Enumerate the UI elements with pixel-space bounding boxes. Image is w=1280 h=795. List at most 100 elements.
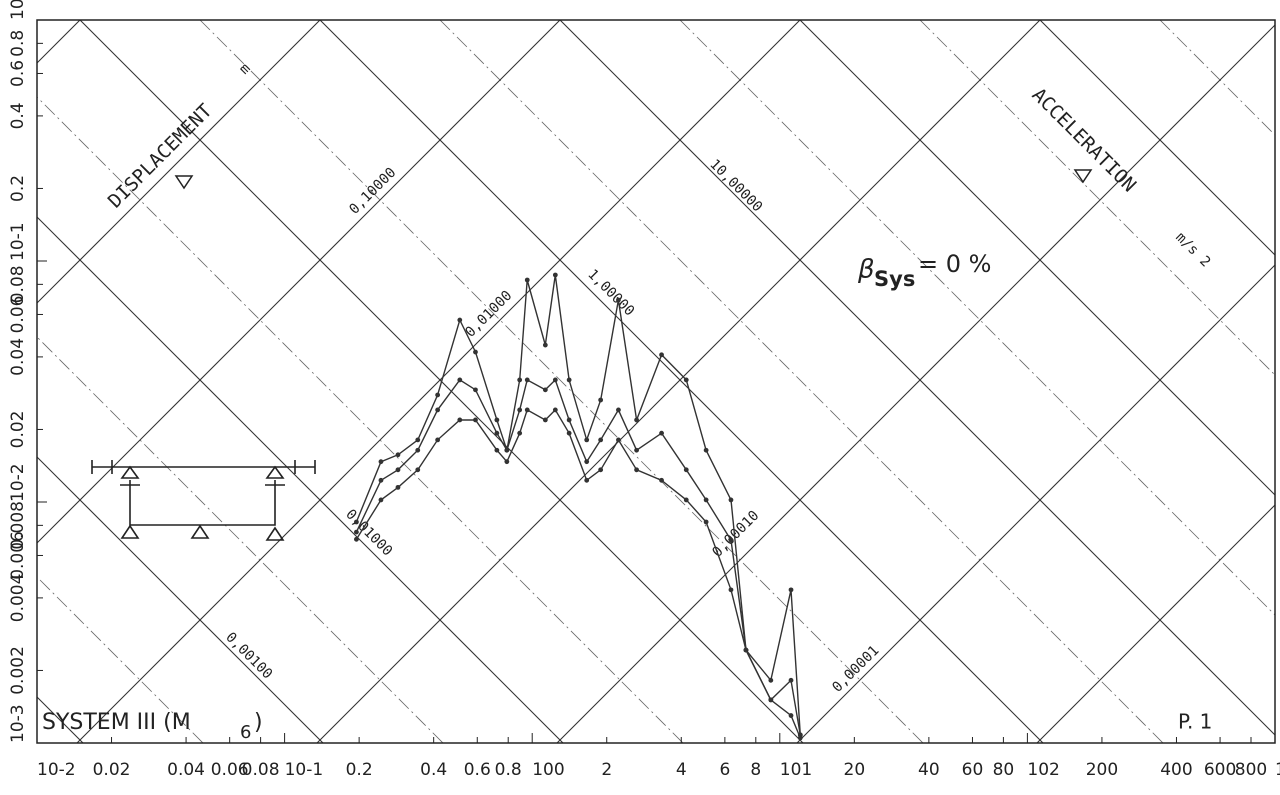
axis-annotation: DISPLACEMENT bbox=[104, 100, 217, 213]
diagonal-line bbox=[679, 20, 1275, 616]
y-tick-label: 10-2 bbox=[8, 463, 28, 502]
data-point bbox=[584, 437, 590, 443]
x-tick-label: 0.08 bbox=[242, 760, 280, 780]
data-point bbox=[378, 477, 384, 483]
diagonal-line bbox=[199, 20, 924, 743]
data-point bbox=[395, 452, 401, 458]
data-point bbox=[457, 417, 463, 423]
y-tick-label: 0.6 bbox=[8, 60, 28, 87]
system-label: SYSTEM III (M bbox=[42, 710, 191, 735]
y-tick-label: 0.8 bbox=[8, 30, 28, 57]
diagonal-line bbox=[316, 20, 1041, 743]
x-tick-label: 8 bbox=[750, 760, 761, 780]
data-point bbox=[788, 677, 794, 683]
x-tick-label: 0.04 bbox=[167, 760, 205, 780]
diagonal-label: 0,00001 bbox=[829, 643, 882, 696]
data-point bbox=[473, 387, 478, 393]
y-tick-label: 0.002 bbox=[8, 646, 28, 695]
x-tick-label: 10-2 bbox=[37, 760, 76, 780]
data-point bbox=[494, 430, 500, 436]
diagonal-line bbox=[439, 20, 1164, 743]
x-tick-label: 2 bbox=[601, 760, 612, 780]
diagonal-line bbox=[37, 576, 204, 743]
data-point bbox=[542, 417, 548, 423]
page-label: P. 1 bbox=[1178, 710, 1212, 734]
data-point bbox=[659, 352, 664, 358]
data-point bbox=[517, 377, 523, 383]
data-point bbox=[435, 437, 441, 443]
diagonal-line bbox=[37, 96, 684, 743]
data-point bbox=[415, 437, 421, 443]
structure-sketch bbox=[91, 460, 316, 541]
data-point bbox=[473, 417, 478, 423]
data-point bbox=[566, 417, 572, 423]
x-tick-label: 400 bbox=[1160, 760, 1192, 780]
data-point bbox=[566, 377, 572, 383]
data-point bbox=[728, 587, 734, 593]
data-point bbox=[542, 387, 548, 393]
x-tick-label: 102 bbox=[1027, 760, 1059, 780]
data-point bbox=[683, 377, 689, 383]
data-point bbox=[703, 519, 709, 525]
data-point bbox=[473, 349, 478, 355]
data-point bbox=[354, 536, 359, 542]
diagonal-label: 0,10000 bbox=[346, 165, 399, 218]
data-point bbox=[517, 430, 523, 436]
diagonal-line bbox=[37, 216, 564, 743]
data-point bbox=[354, 519, 359, 525]
data-point bbox=[524, 377, 530, 383]
x-tick-label: 101 bbox=[780, 760, 812, 780]
y-tick-label: 0.008 bbox=[8, 501, 28, 550]
data-point bbox=[728, 537, 734, 543]
x-tick-label: 100 bbox=[532, 760, 564, 780]
diagonal-line bbox=[1036, 504, 1275, 743]
diagonal-line bbox=[556, 24, 1275, 743]
y-tick-label: 10-1 bbox=[8, 222, 28, 261]
data-point bbox=[703, 497, 709, 503]
system-subscript: 6 bbox=[240, 722, 251, 743]
x-tick-label: 60 bbox=[962, 760, 984, 780]
data-point bbox=[457, 317, 463, 323]
data-point bbox=[703, 447, 709, 453]
data-point bbox=[494, 447, 500, 453]
data-point bbox=[659, 430, 664, 436]
y-tick-label: 0.006 bbox=[8, 531, 28, 580]
data-point bbox=[524, 277, 530, 283]
beta-value: = 0 % bbox=[918, 250, 991, 278]
data-point bbox=[634, 417, 639, 423]
data-point bbox=[378, 497, 384, 503]
x-tick-label: 40 bbox=[918, 760, 940, 780]
x-tick-label: 0.4 bbox=[420, 760, 447, 780]
diagonal-label: 0,00100 bbox=[222, 629, 275, 682]
y-tick-label: 0.06 bbox=[8, 296, 28, 334]
y-tick-label: 0.02 bbox=[8, 411, 28, 449]
diagonal-line bbox=[796, 264, 1275, 743]
diagonal-line bbox=[37, 336, 444, 743]
data-point bbox=[584, 459, 590, 465]
y-tick-label: 100 bbox=[8, 0, 28, 20]
series-line bbox=[355, 408, 801, 739]
data-point bbox=[797, 735, 803, 741]
diagonal-line bbox=[76, 20, 801, 743]
series-line bbox=[355, 378, 801, 736]
diagonal-line bbox=[37, 20, 561, 544]
data-point bbox=[378, 459, 384, 465]
data-point bbox=[524, 407, 530, 413]
beta-symbol: β bbox=[857, 255, 875, 285]
data-point bbox=[542, 342, 548, 348]
y-tick-label: 0.04 bbox=[8, 338, 28, 376]
data-point bbox=[435, 392, 441, 398]
data-point bbox=[683, 467, 689, 473]
data-point bbox=[616, 407, 621, 413]
unit-annotation: m bbox=[236, 60, 253, 77]
triangle-marker bbox=[174, 169, 1093, 190]
data-point bbox=[354, 529, 359, 535]
data-point bbox=[616, 297, 621, 303]
x-tick-label: 10-1 bbox=[285, 760, 324, 780]
series-line bbox=[355, 274, 801, 735]
data-point bbox=[598, 467, 604, 473]
x-tick-label: 6 bbox=[719, 760, 730, 780]
system-label-close: ) bbox=[254, 710, 263, 735]
data-point bbox=[415, 447, 421, 453]
